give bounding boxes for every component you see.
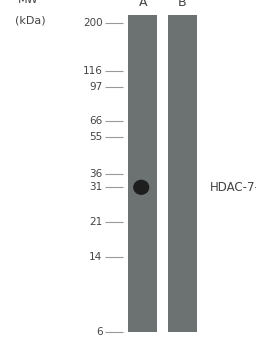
Text: A: A — [138, 0, 147, 9]
Ellipse shape — [133, 180, 149, 195]
Text: HDAC-7-phos: HDAC-7-phos — [210, 181, 256, 194]
Text: 36: 36 — [89, 169, 102, 179]
Text: 14: 14 — [89, 252, 102, 262]
Text: 6: 6 — [96, 327, 102, 337]
Text: B: B — [178, 0, 187, 9]
Bar — [128, 15, 157, 332]
Text: 97: 97 — [89, 82, 102, 92]
Text: 200: 200 — [83, 18, 102, 28]
Text: 21: 21 — [89, 216, 102, 227]
Text: MW: MW — [18, 0, 39, 5]
Text: 66: 66 — [89, 116, 102, 126]
Text: 55: 55 — [89, 132, 102, 142]
Text: 31: 31 — [89, 182, 102, 192]
Bar — [168, 15, 197, 332]
Text: (kDa): (kDa) — [15, 16, 46, 25]
Text: 116: 116 — [82, 66, 102, 76]
